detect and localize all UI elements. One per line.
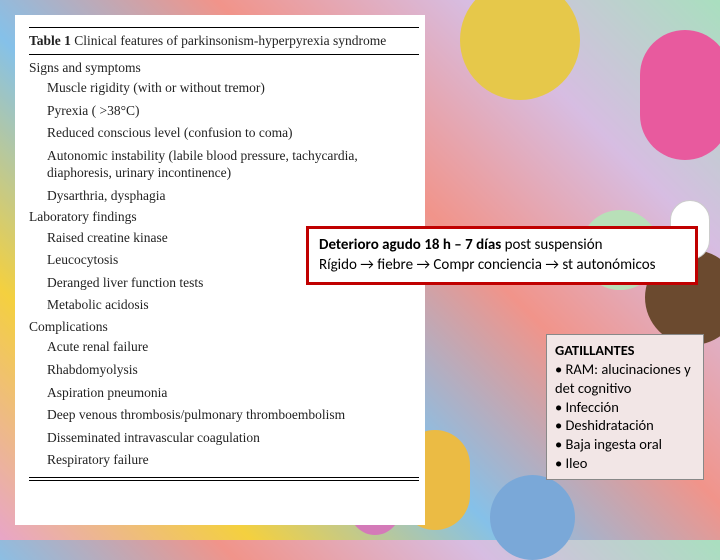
- table-item: Acute renal failure: [29, 338, 419, 356]
- table-title: Table 1 Clinical features of parkinsonis…: [29, 27, 419, 55]
- red-line1-bold: Deterioro agudo 18 h – 7 días: [319, 236, 501, 254]
- table-item: Disseminated intravascular coagulation: [29, 429, 419, 447]
- pink-bullet: • Infección: [555, 398, 695, 417]
- table-title-bold: Table 1: [29, 33, 71, 48]
- pink-bullet: • Ileo: [555, 454, 695, 473]
- table-item: Metabolic acidosis: [29, 296, 419, 314]
- red-line1-rest: post suspensión: [501, 236, 602, 254]
- red-line2-c: Compr conciencia: [430, 256, 545, 274]
- pill-decor: [460, 0, 580, 100]
- pink-bullet: • Baja ingesta oral: [555, 435, 695, 454]
- pink-bullets-list: • RAM: alucinaciones y det cognitivo• In…: [555, 360, 695, 473]
- pill-decor: [490, 475, 575, 560]
- table-title-text: Clinical features of parkinsonism-hyperp…: [74, 33, 386, 48]
- table-item: Muscle rigidity (with or without tremor): [29, 79, 419, 97]
- pink-bullet: • Deshidratación: [555, 416, 695, 435]
- red-line2-a: Rígido: [319, 256, 360, 274]
- table-item: Aspiration pneumonia: [29, 384, 419, 402]
- table-item: Autonomic instability (labile blood pres…: [29, 147, 419, 182]
- table-item: Rhabdomyolysis: [29, 361, 419, 379]
- table-item: Dysarthria, dysphagia: [29, 187, 419, 205]
- red-line2-b: fiebre: [374, 256, 417, 274]
- arrow-icon: →: [416, 256, 430, 274]
- pill-decor: [640, 30, 720, 160]
- arrow-icon: →: [360, 256, 374, 274]
- arrow-icon: →: [545, 256, 559, 274]
- red-callout-box: Deterioro agudo 18 h – 7 días post suspe…: [306, 226, 698, 285]
- table-end-rule: [29, 477, 419, 481]
- table-item: Respiratory failure: [29, 451, 419, 469]
- pink-heading: GATILLANTES: [555, 341, 695, 360]
- table-item: Pyrexia ( >38°C): [29, 102, 419, 120]
- section-head: Signs and symptoms: [29, 61, 419, 75]
- section-head: Laboratory findings: [29, 210, 419, 224]
- table-item: Reduced conscious level (confusion to co…: [29, 124, 419, 142]
- pink-callout-box: GATILLANTES • RAM: alucinaciones y det c…: [546, 334, 704, 480]
- table-item: Deep venous thrombosis/pulmonary thrombo…: [29, 406, 419, 424]
- red-line2-d: st autonómicos: [559, 256, 656, 274]
- pink-bullet: • RAM: alucinaciones y det cognitivo: [555, 360, 695, 398]
- section-head: Complications: [29, 320, 419, 334]
